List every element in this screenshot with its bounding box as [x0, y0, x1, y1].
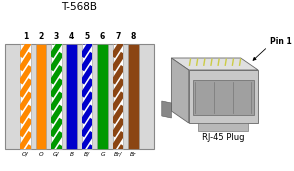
- Bar: [5, 44, 154, 149]
- Text: Pin 1: Pin 1: [270, 37, 291, 46]
- Text: B/: B/: [84, 152, 90, 157]
- Text: 8: 8: [131, 32, 136, 41]
- Text: G/: G/: [53, 152, 60, 157]
- Text: Br/: Br/: [114, 152, 122, 157]
- Text: Br: Br: [130, 152, 136, 157]
- Text: 2: 2: [38, 32, 44, 41]
- Text: O/: O/: [22, 152, 29, 157]
- Text: T-568B: T-568B: [61, 2, 97, 12]
- Polygon shape: [198, 123, 248, 131]
- Polygon shape: [171, 58, 189, 123]
- Polygon shape: [162, 101, 171, 118]
- Bar: [82, 44, 92, 149]
- Bar: [128, 44, 139, 149]
- Bar: [193, 80, 254, 115]
- Bar: [51, 44, 62, 149]
- Text: G: G: [100, 152, 105, 157]
- Bar: [97, 44, 108, 149]
- Bar: [36, 44, 46, 149]
- Text: RJ-45 Plug: RJ-45 Plug: [202, 133, 245, 142]
- Bar: [189, 70, 258, 123]
- Polygon shape: [171, 58, 258, 70]
- Text: 4: 4: [69, 32, 74, 41]
- Text: 3: 3: [54, 32, 59, 41]
- Text: O: O: [39, 152, 43, 157]
- Text: 1: 1: [23, 32, 28, 41]
- Text: 7: 7: [115, 32, 121, 41]
- Text: B: B: [70, 152, 74, 157]
- Bar: [66, 44, 77, 149]
- Text: 6: 6: [100, 32, 105, 41]
- Bar: [113, 44, 123, 149]
- Bar: [20, 44, 31, 149]
- Text: 5: 5: [85, 32, 90, 41]
